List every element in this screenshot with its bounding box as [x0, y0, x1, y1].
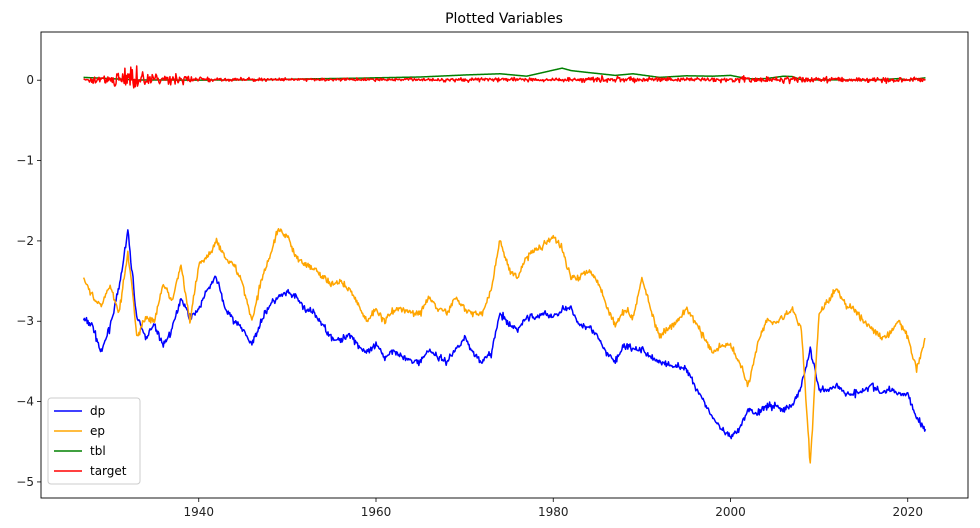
y-tick-label: −5 — [16, 475, 34, 489]
chart-title: Plotted Variables — [445, 11, 563, 27]
y-tick-label: −3 — [16, 314, 34, 328]
plot-frame — [40, 31, 969, 499]
x-tick-label: 2020 — [892, 505, 923, 519]
legend-label-ep: ep — [90, 424, 105, 438]
series-line-dp — [82, 229, 927, 440]
plot-area — [82, 65, 927, 464]
legend-label-tbl: tbl — [90, 444, 106, 458]
legend-label-target: target — [90, 464, 127, 478]
series-line-ep — [82, 227, 926, 464]
x-tick-label: 1980 — [538, 505, 569, 519]
x-tick-label: 2000 — [715, 505, 746, 519]
x-tick-label: 1960 — [361, 505, 392, 519]
x-axis: 1940 1960 1980 2000 2020 — [183, 498, 923, 519]
y-tick-label: −4 — [16, 395, 34, 409]
series-line-target — [83, 65, 926, 89]
y-tick-label: −1 — [16, 154, 34, 168]
legend-box — [47, 397, 141, 485]
y-tick-label: −2 — [16, 234, 34, 248]
legend: dp ep tbl target — [47, 397, 141, 485]
y-axis: 0 −1 −2 −3 −4 −5 — [16, 73, 41, 489]
legend-label-dp: dp — [90, 404, 105, 418]
y-tick-label: 0 — [26, 73, 34, 87]
x-tick-label: 1940 — [183, 505, 214, 519]
